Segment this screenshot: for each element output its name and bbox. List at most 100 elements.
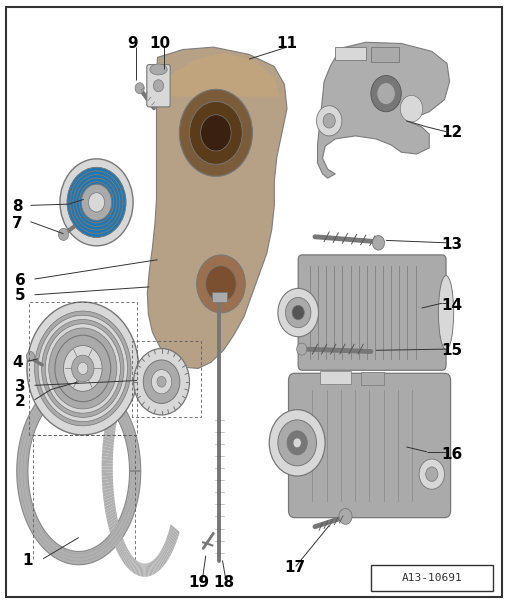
PathPatch shape [143, 359, 145, 373]
PathPatch shape [145, 359, 146, 373]
Text: 11: 11 [276, 36, 298, 51]
Text: 6: 6 [15, 274, 26, 288]
Circle shape [88, 193, 105, 212]
PathPatch shape [116, 385, 124, 397]
PathPatch shape [133, 559, 137, 573]
PathPatch shape [105, 423, 116, 431]
PathPatch shape [102, 481, 113, 487]
PathPatch shape [148, 360, 150, 373]
Circle shape [377, 83, 395, 104]
Circle shape [27, 302, 139, 435]
Circle shape [372, 236, 385, 250]
PathPatch shape [163, 545, 170, 558]
Circle shape [153, 80, 164, 92]
FancyBboxPatch shape [289, 373, 451, 518]
Text: 5: 5 [15, 289, 25, 303]
Circle shape [81, 184, 112, 220]
Circle shape [179, 89, 252, 176]
Circle shape [297, 343, 307, 355]
PathPatch shape [158, 553, 164, 567]
PathPatch shape [110, 523, 119, 534]
PathPatch shape [150, 561, 154, 575]
Bar [371, 565, 493, 591]
PathPatch shape [126, 554, 132, 568]
PathPatch shape [106, 507, 116, 516]
Circle shape [64, 345, 102, 391]
PathPatch shape [103, 439, 114, 446]
PathPatch shape [112, 530, 121, 542]
PathPatch shape [105, 426, 115, 434]
Circle shape [201, 115, 231, 151]
Circle shape [292, 306, 304, 320]
Circle shape [60, 159, 133, 246]
PathPatch shape [119, 379, 126, 391]
Text: 15: 15 [441, 343, 463, 358]
PathPatch shape [152, 362, 155, 376]
PathPatch shape [103, 490, 114, 497]
PathPatch shape [162, 547, 169, 560]
PathPatch shape [117, 383, 125, 395]
PathPatch shape [121, 375, 129, 388]
PathPatch shape [143, 564, 145, 577]
PathPatch shape [107, 414, 117, 423]
PathPatch shape [114, 390, 122, 401]
PathPatch shape [123, 371, 130, 385]
PathPatch shape [134, 362, 138, 376]
PathPatch shape [123, 551, 130, 565]
PathPatch shape [122, 373, 129, 387]
PathPatch shape [103, 493, 114, 500]
PathPatch shape [169, 529, 178, 540]
PathPatch shape [160, 550, 167, 564]
PathPatch shape [166, 538, 174, 550]
PathPatch shape [129, 366, 134, 379]
Circle shape [206, 266, 236, 302]
Circle shape [278, 288, 319, 337]
Bar [335, 47, 366, 60]
PathPatch shape [142, 564, 144, 577]
FancyBboxPatch shape [147, 65, 170, 107]
Text: 18: 18 [213, 576, 234, 590]
Ellipse shape [438, 275, 454, 350]
PathPatch shape [140, 563, 143, 577]
Circle shape [78, 362, 88, 374]
PathPatch shape [104, 499, 115, 507]
PathPatch shape [158, 370, 165, 383]
Text: 10: 10 [149, 36, 171, 51]
PathPatch shape [135, 561, 139, 575]
Circle shape [73, 175, 120, 230]
Polygon shape [318, 42, 450, 178]
PathPatch shape [102, 456, 113, 460]
Circle shape [293, 438, 301, 448]
PathPatch shape [160, 371, 166, 384]
PathPatch shape [102, 478, 113, 483]
PathPatch shape [120, 377, 128, 390]
PathPatch shape [118, 543, 125, 555]
PathPatch shape [150, 562, 153, 576]
PathPatch shape [107, 516, 117, 525]
PathPatch shape [122, 550, 129, 563]
PathPatch shape [151, 561, 155, 574]
PathPatch shape [118, 381, 126, 393]
PathPatch shape [125, 553, 131, 566]
PathPatch shape [167, 536, 175, 547]
PathPatch shape [106, 417, 116, 426]
PathPatch shape [126, 368, 132, 382]
PathPatch shape [104, 432, 114, 440]
Circle shape [35, 311, 131, 426]
Circle shape [287, 431, 307, 455]
PathPatch shape [102, 446, 113, 451]
PathPatch shape [155, 366, 161, 379]
PathPatch shape [102, 452, 113, 457]
PathPatch shape [136, 562, 140, 576]
Circle shape [189, 101, 242, 164]
PathPatch shape [134, 561, 138, 574]
Text: 14: 14 [441, 298, 463, 312]
Bar [361, 372, 384, 385]
Circle shape [285, 297, 311, 327]
PathPatch shape [156, 556, 162, 570]
PathPatch shape [141, 359, 143, 373]
PathPatch shape [162, 376, 169, 389]
PathPatch shape [104, 429, 115, 437]
PathPatch shape [160, 373, 167, 386]
Text: 8: 8 [13, 199, 23, 214]
